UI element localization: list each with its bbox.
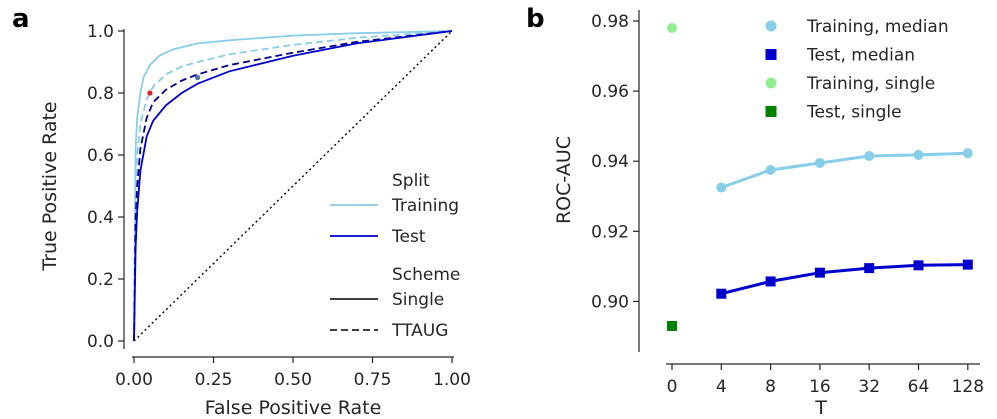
y-tick-label: 0.90 [591, 292, 629, 312]
x-tick-label: 4 [716, 377, 727, 397]
legend-title-split: Split [392, 171, 430, 191]
data-point-test-median [716, 288, 727, 299]
y-tick-label: 0.92 [591, 222, 629, 242]
y-tick-label: 0.8 [87, 84, 114, 104]
data-point-training-single [667, 23, 677, 34]
y-axis-label: ROC-AUC [553, 136, 575, 224]
y-tick-label: 0.0 [87, 332, 114, 352]
data-point-training-median [864, 150, 875, 161]
data-point-training-median [765, 164, 776, 175]
legend-label: TTAUG [391, 321, 448, 341]
auc-vs-t-chart: 0.90 0.92 0.94 0.96 0.98 0 4 8 16 32 64 128 T ROC-AUC… [553, 10, 984, 419]
data-point-test-median [913, 260, 924, 271]
y-tick-label: 0.94 [591, 152, 629, 172]
legend-label: Test, single [806, 103, 902, 123]
legend-title-scheme: Scheme [392, 265, 460, 285]
x-tick-label: 0.00 [115, 370, 153, 390]
x-tick-label: 8 [765, 377, 776, 397]
data-point-test-median [962, 259, 973, 270]
data-point-training-median [962, 148, 973, 159]
legend-label: Training [391, 196, 459, 216]
legend-marker [765, 106, 777, 117]
y-tick-label: 0.4 [87, 208, 114, 228]
x-axis-label: False Positive Rate [205, 397, 382, 419]
data-point-test-median [864, 263, 875, 274]
data-point-test-single [667, 320, 677, 331]
legend-label: Test, median [806, 46, 915, 66]
roc-curve-chance [133, 30, 453, 342]
panel-letter-a: a [12, 4, 30, 34]
x-tick-label: 64 [908, 377, 930, 397]
x-axis-label: T [814, 397, 827, 419]
y-tick-label: 1.0 [87, 22, 114, 42]
x-tick-label: 0.75 [354, 370, 392, 390]
x-tick-label: 128 [952, 377, 984, 397]
legend-label: Test [391, 227, 426, 247]
roc-curve-test-single [133, 30, 453, 342]
operating-point-marker [195, 74, 201, 81]
data-point-training-median [716, 182, 727, 193]
data-point-training-median [814, 157, 825, 168]
x-tick-label: 16 [809, 377, 831, 397]
x-tick-label: 0 [667, 377, 678, 397]
series-line-training-median [720, 151, 968, 189]
legend-marker [765, 49, 777, 60]
legend-marker [765, 77, 777, 89]
y-tick-label: 0.6 [87, 146, 114, 166]
y-axis-label: True Positive Rate [39, 101, 61, 271]
legend-label: Training, single [806, 74, 935, 94]
data-point-training-median [913, 149, 924, 160]
legend-label: Training, median [806, 17, 949, 37]
legend-label: Single [392, 290, 444, 310]
series-line-test-median [720, 263, 968, 296]
roc-curve-test-ttaug [133, 30, 453, 342]
legend-marker [765, 20, 777, 32]
x-tick-label: 1.00 [433, 370, 471, 390]
x-tick-label: 0.50 [274, 370, 312, 390]
x-tick-label: 0.25 [195, 370, 233, 390]
data-point-test-median [814, 267, 825, 278]
y-tick-label: 0.98 [591, 12, 629, 32]
y-tick-label: 0.2 [87, 270, 114, 290]
roc-curve-training-single [133, 30, 453, 342]
data-point-test-median [765, 276, 776, 287]
operating-point-marker [147, 90, 153, 96]
y-tick-label: 0.96 [591, 82, 629, 102]
roc-chart: 0.00 0.25 0.50 0.75 1.00 0.0 0.2 0.4 0.6 0.8 1.0 Fa… [39, 22, 471, 419]
x-tick-label: 32 [858, 377, 880, 397]
panel-letter-b: b [526, 4, 545, 34]
